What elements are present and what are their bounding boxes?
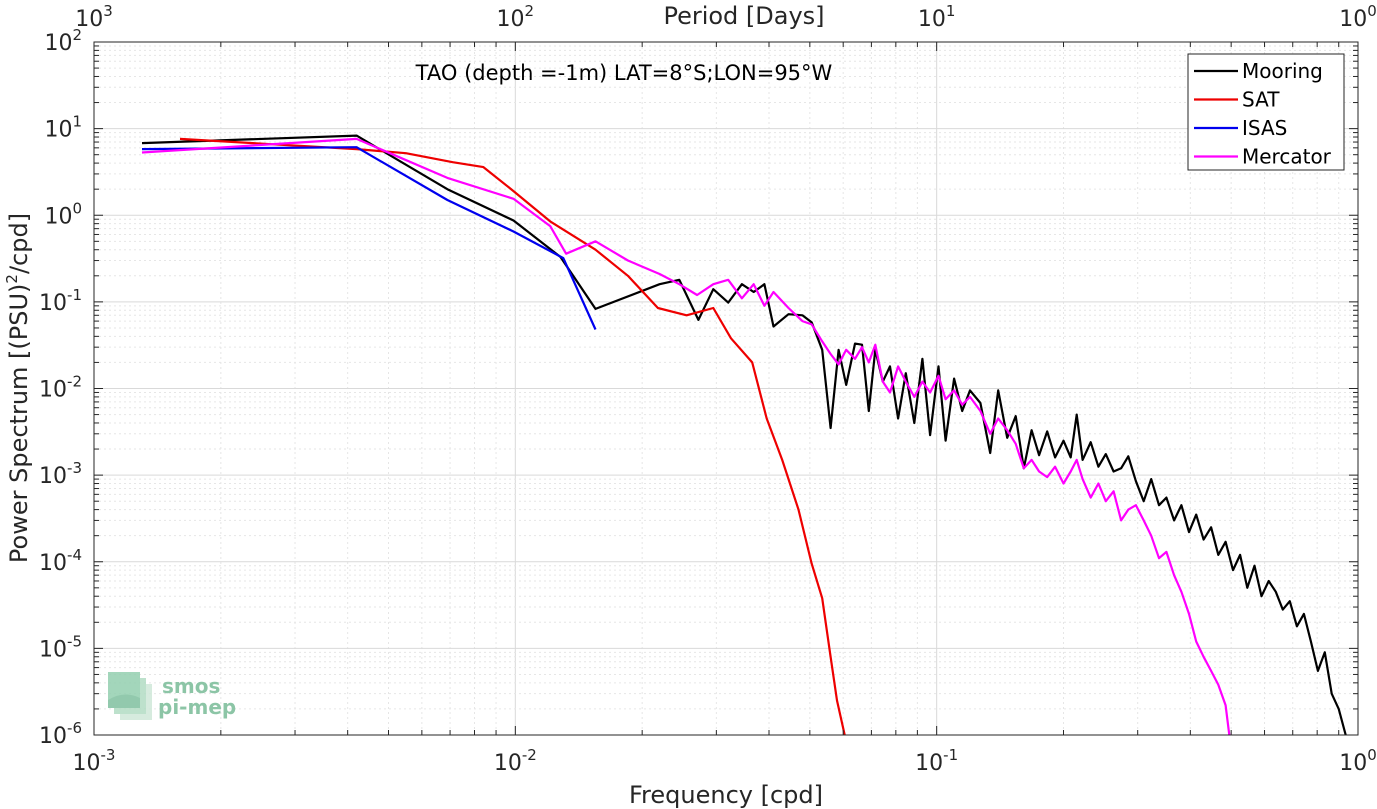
legend-label-mooring: Mooring — [1242, 59, 1323, 83]
series-sat — [179, 137, 846, 736]
y-tick-label-base: 10 — [39, 637, 67, 662]
y-tick-label-exp: 1 — [72, 113, 82, 131]
x-axis-label: Frequency [cpd] — [629, 781, 823, 809]
x-tick-label-base: 10 — [915, 751, 943, 776]
y-tick-label: 102 — [44, 26, 82, 56]
y-tick-label-base: 10 — [44, 31, 72, 56]
chart-annotation: TAO (depth =-1m) LAT=8°S;LON=95°W — [415, 61, 833, 85]
series-mercator — [141, 137, 1231, 736]
y-tick-label-base: 10 — [44, 118, 72, 143]
logo-line-pi-mep: pi-mep — [158, 695, 236, 719]
y-tick-label-exp: -3 — [67, 459, 82, 477]
top-axis-label: Period [Days] — [663, 2, 824, 30]
x-tick-label: 100 — [1339, 746, 1377, 776]
logo-line-smos: smos — [162, 674, 220, 698]
y-axis-label-sup: 2 — [3, 274, 21, 284]
legend-label-sat: SAT — [1242, 88, 1280, 112]
y-tick-label-exp: -2 — [67, 373, 82, 391]
top-tick-label: 101 — [918, 2, 956, 32]
y-tick-label: 10-2 — [39, 373, 82, 403]
y-tick-label: 10-5 — [39, 632, 82, 662]
y-tick-label: 10-4 — [39, 546, 82, 576]
legend-label-mercator: Mercator — [1242, 145, 1332, 169]
y-tick-label-base: 10 — [39, 551, 67, 576]
x-tick-label-exp: -3 — [101, 746, 116, 764]
legend: Mooring SAT ISAS Mercator — [1187, 53, 1345, 171]
y-tick-label-exp: -1 — [67, 286, 82, 304]
top-tick-label-base: 10 — [75, 7, 103, 32]
y-tick-label-base: 10 — [39, 291, 67, 316]
top-tick-labels: 103 102 101 100 — [75, 2, 1377, 32]
top-tick-label-base: 10 — [497, 7, 525, 32]
smos-pi-mep-logo: smos pi-mep — [108, 672, 236, 720]
y-axis-label-tail: /cpd] — [5, 213, 33, 274]
top-tick-label-exp: 2 — [525, 2, 535, 20]
legend-box — [1187, 53, 1345, 171]
y-tick-label-exp: -5 — [67, 632, 82, 650]
y-tick-label-base: 10 — [39, 724, 67, 749]
series-isas — [141, 146, 597, 330]
axis-ticks — [93, 42, 1358, 736]
y-tick-label-exp: -4 — [67, 546, 82, 564]
y-tick-label: 101 — [44, 113, 82, 143]
y-tick-label-exp: 0 — [72, 199, 82, 217]
top-tick-label: 102 — [497, 2, 535, 32]
y-tick-label: 10-6 — [39, 719, 82, 749]
x-tick-label-exp: -2 — [522, 746, 537, 764]
y-tick-label-exp: 2 — [72, 26, 82, 44]
x-tick-label: 10-1 — [915, 746, 958, 776]
y-tick-label-base: 10 — [39, 464, 67, 489]
top-tick-label-exp: 0 — [1367, 2, 1377, 20]
x-tick-label: 10-2 — [494, 746, 537, 776]
top-tick-label: 100 — [1339, 2, 1377, 32]
y-tick-label-base: 10 — [44, 204, 72, 229]
x-tick-labels: 10-3 10-2 10-1 100 — [73, 746, 1377, 776]
y-tick-label: 10-3 — [39, 459, 82, 489]
x-tick-label-base: 10 — [73, 751, 101, 776]
x-tick-label-exp: -1 — [943, 746, 958, 764]
y-tick-label: 10-1 — [39, 286, 82, 316]
legend-label-isas: ISAS — [1242, 116, 1287, 140]
x-tick-label-base: 10 — [494, 751, 522, 776]
top-tick-label: 103 — [75, 2, 113, 32]
y-tick-label-base: 10 — [39, 378, 67, 403]
x-tick-label-base: 10 — [1339, 751, 1367, 776]
y-tick-label-exp: -6 — [67, 719, 82, 737]
series-lines — [141, 134, 1347, 736]
series-mooring — [141, 134, 1347, 736]
y-axis-label-main: Power Spectrum [(PSU) — [5, 284, 33, 563]
y-axis-label: Power Spectrum [(PSU)2/cpd] — [3, 213, 33, 563]
x-tick-label: 10-3 — [73, 746, 116, 776]
x-tick-label-exp: 0 — [1367, 746, 1377, 764]
logo-icon — [108, 672, 152, 720]
top-tick-label-exp: 1 — [946, 2, 956, 20]
top-tick-label-exp: 3 — [103, 2, 113, 20]
top-tick-label-base: 10 — [918, 7, 946, 32]
top-tick-label-base: 10 — [1339, 7, 1367, 32]
y-tick-label: 100 — [44, 199, 82, 229]
